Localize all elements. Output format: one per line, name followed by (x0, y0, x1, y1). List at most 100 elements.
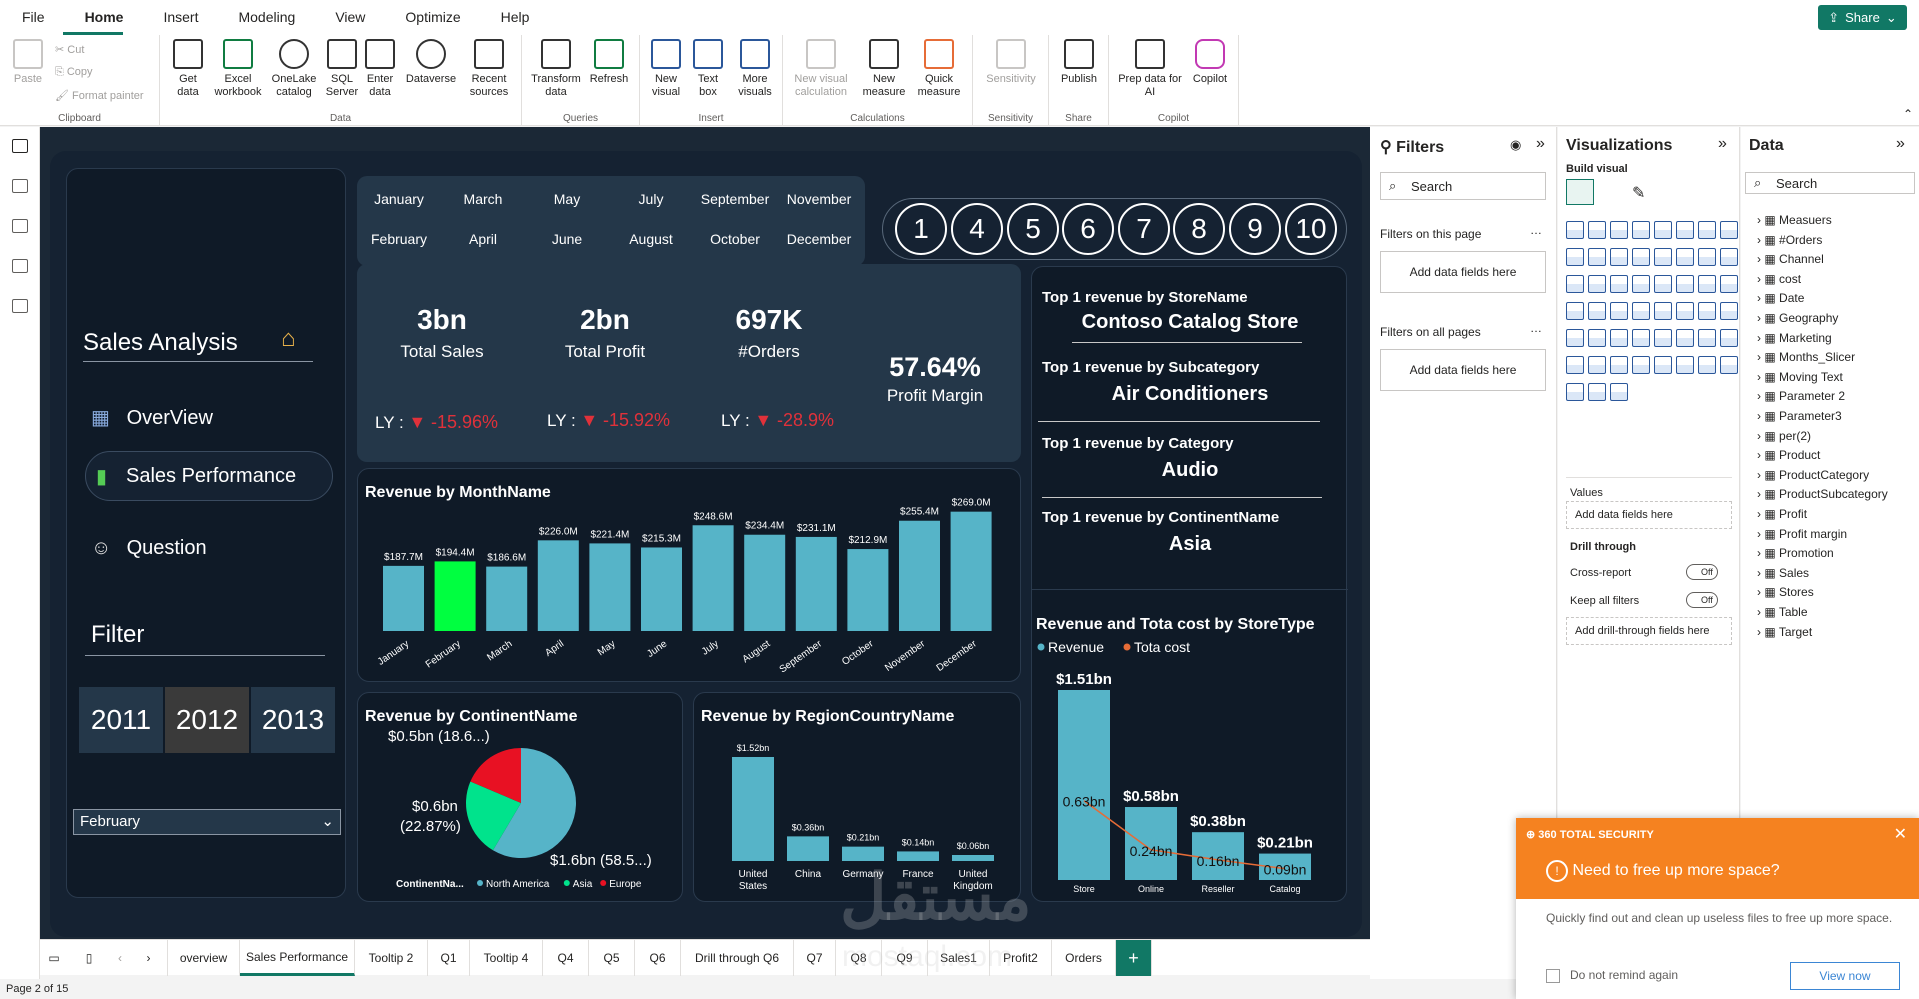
month-january[interactable]: January (374, 191, 424, 207)
visual-type-icon[interactable] (1632, 275, 1650, 293)
data-table-item[interactable]: › ▦ Parameter 2 (1757, 389, 1846, 404)
more-options-icon[interactable]: … (1530, 223, 1542, 237)
collapse-viz-icon[interactable]: » (1718, 135, 1727, 152)
quick-measure-button[interactable]: Quick measure (911, 39, 967, 99)
enter-data-button[interactable]: Enter data (362, 39, 398, 99)
visual-type-icon[interactable] (1720, 275, 1738, 293)
number-6-button[interactable]: 6 (1062, 203, 1114, 255)
tab-q7[interactable]: Q7 (794, 940, 836, 976)
month-dropdown[interactable]: February ⌄ (73, 809, 341, 835)
visual-type-icon[interactable] (1588, 275, 1606, 293)
data-table-item[interactable]: › ▦ Moving Text (1757, 369, 1843, 384)
menu-home[interactable]: Home (62, 0, 124, 35)
filters-page-drop[interactable]: Add data fields here (1380, 251, 1546, 293)
data-table-item[interactable]: › ▦ Parameter3 (1757, 409, 1842, 423)
visual-type-icon[interactable] (1610, 221, 1628, 239)
visual-type-icon[interactable] (1566, 275, 1584, 293)
visual-type-icon[interactable] (1610, 275, 1628, 293)
visual-type-icon[interactable] (1588, 356, 1606, 374)
paste-button[interactable]: Paste (8, 39, 48, 86)
dataverse-button[interactable]: Dataverse (400, 39, 462, 86)
tab-scroll-right-icon[interactable]: › (130, 940, 168, 976)
view-now-button[interactable]: View now (1790, 962, 1900, 990)
new-visual-button[interactable]: New visual (646, 39, 686, 99)
visual-type-icon[interactable] (1632, 356, 1650, 374)
tab-orders[interactable]: Orders (1052, 940, 1116, 976)
filters-search-input[interactable]: ⌕ Search (1380, 172, 1546, 200)
values-drop[interactable]: Add data fields here (1566, 501, 1732, 529)
data-table-item[interactable]: › ▦ Measuers (1757, 213, 1832, 227)
data-table-item[interactable]: › ▦ Channel (1757, 252, 1824, 267)
visual-type-icon[interactable] (1566, 329, 1584, 347)
visual-type-icon[interactable] (1654, 329, 1672, 347)
data-table-item[interactable]: › ▦ Promotion (1757, 546, 1834, 561)
visual-type-icon[interactable] (1566, 356, 1584, 374)
data-table-item[interactable]: › ▦ Sales (1757, 565, 1810, 580)
desktop-layout-icon[interactable]: ▭ (48, 951, 60, 965)
sensitivity-button[interactable]: Sensitivity (979, 39, 1043, 86)
text-box-button[interactable]: Text box (688, 39, 728, 99)
tab-q4[interactable]: Q4 (543, 940, 589, 976)
tab-q6[interactable]: Q6 (635, 940, 681, 976)
tab-drill-through-q6[interactable]: Drill through Q6 (681, 940, 794, 976)
nav-question[interactable]: ☺ Question (91, 537, 207, 559)
keep-filters-toggle[interactable]: Off (1686, 592, 1718, 608)
onelake-button[interactable]: OneLake catalog (266, 39, 322, 99)
data-table-item[interactable]: › ▦ Date (1757, 291, 1805, 306)
tab-tooltip-4[interactable]: Tooltip 4 (470, 940, 543, 976)
visual-type-icon[interactable] (1588, 383, 1606, 401)
transform-button[interactable]: Transform data (528, 39, 584, 99)
month-april[interactable]: April (468, 231, 497, 247)
visual-type-icon[interactable] (1654, 356, 1672, 374)
visual-type-icon[interactable] (1720, 248, 1738, 266)
visual-type-icon[interactable] (1610, 383, 1628, 401)
tab-q1[interactable]: Q1 (428, 940, 470, 976)
visual-type-icon[interactable] (1720, 356, 1738, 374)
visual-type-icon[interactable] (1676, 329, 1694, 347)
data-table-item[interactable]: › ▦ Stores (1757, 585, 1814, 600)
copy-button[interactable]: ⎘ Copy (55, 66, 93, 78)
menu-optimize[interactable]: Optimize (405, 9, 461, 25)
data-table-item[interactable]: › ▦ Target (1757, 624, 1813, 639)
number-10-button[interactable]: 10 (1285, 203, 1337, 255)
number-9-button[interactable]: 9 (1229, 203, 1281, 255)
data-table-item[interactable]: › ▦ Profit margin (1757, 526, 1848, 541)
visual-type-icon[interactable] (1588, 248, 1606, 266)
new-visual-calc-button[interactable]: New visual calculation (789, 39, 853, 99)
visual-type-icon[interactable] (1698, 329, 1716, 347)
data-table-item[interactable]: › ▦ Marketing (1757, 330, 1832, 345)
visual-type-icon[interactable] (1676, 356, 1694, 374)
visual-type-icon[interactable] (1654, 275, 1672, 293)
new-measure-button[interactable]: New measure (859, 39, 909, 99)
data-table-item[interactable]: › ▦ ProductSubcategory (1757, 487, 1888, 502)
visual-type-icon[interactable] (1676, 221, 1694, 239)
tab-sales1[interactable]: Sales1 (928, 940, 990, 976)
month-march[interactable]: March (463, 191, 503, 207)
visual-type-icon[interactable] (1698, 248, 1716, 266)
visual-type-icon[interactable] (1610, 356, 1628, 374)
visual-type-icon[interactable] (1610, 302, 1628, 320)
collapse-data-icon[interactable]: » (1896, 135, 1905, 152)
filters-all-drop[interactable]: Add data fields here (1380, 349, 1546, 391)
visual-type-icon[interactable] (1632, 248, 1650, 266)
publish-button[interactable]: Publish (1055, 39, 1103, 86)
remind-checkbox[interactable]: Do not remind again (1546, 968, 1678, 983)
data-table-item[interactable]: › ▦ cost (1757, 271, 1802, 286)
sql-button[interactable]: SQL Server (322, 39, 362, 99)
more-visuals-button[interactable]: More visuals (730, 39, 780, 99)
visual-type-icon[interactable] (1698, 356, 1716, 374)
menu-help[interactable]: Help (500, 9, 530, 25)
report-view-icon[interactable] (12, 139, 28, 153)
cut-button[interactable]: ✂ Cut (55, 44, 85, 56)
menu-insert[interactable]: Insert (163, 9, 199, 25)
number-5-button[interactable]: 5 (1007, 203, 1059, 255)
format-painter-button[interactable]: 🖌 Format painter (55, 90, 144, 102)
mobile-layout-icon[interactable]: ▯ (85, 951, 93, 965)
visual-type-icon[interactable] (1654, 248, 1672, 266)
visual-type-icon[interactable] (1654, 221, 1672, 239)
visual-type-icon[interactable] (1632, 329, 1650, 347)
number-1-button[interactable]: 1 (895, 203, 947, 255)
tab-sales-performance[interactable]: Sales Performance (240, 940, 355, 976)
month-september[interactable]: September (700, 191, 770, 207)
tmdl-view-icon[interactable] (12, 299, 28, 313)
